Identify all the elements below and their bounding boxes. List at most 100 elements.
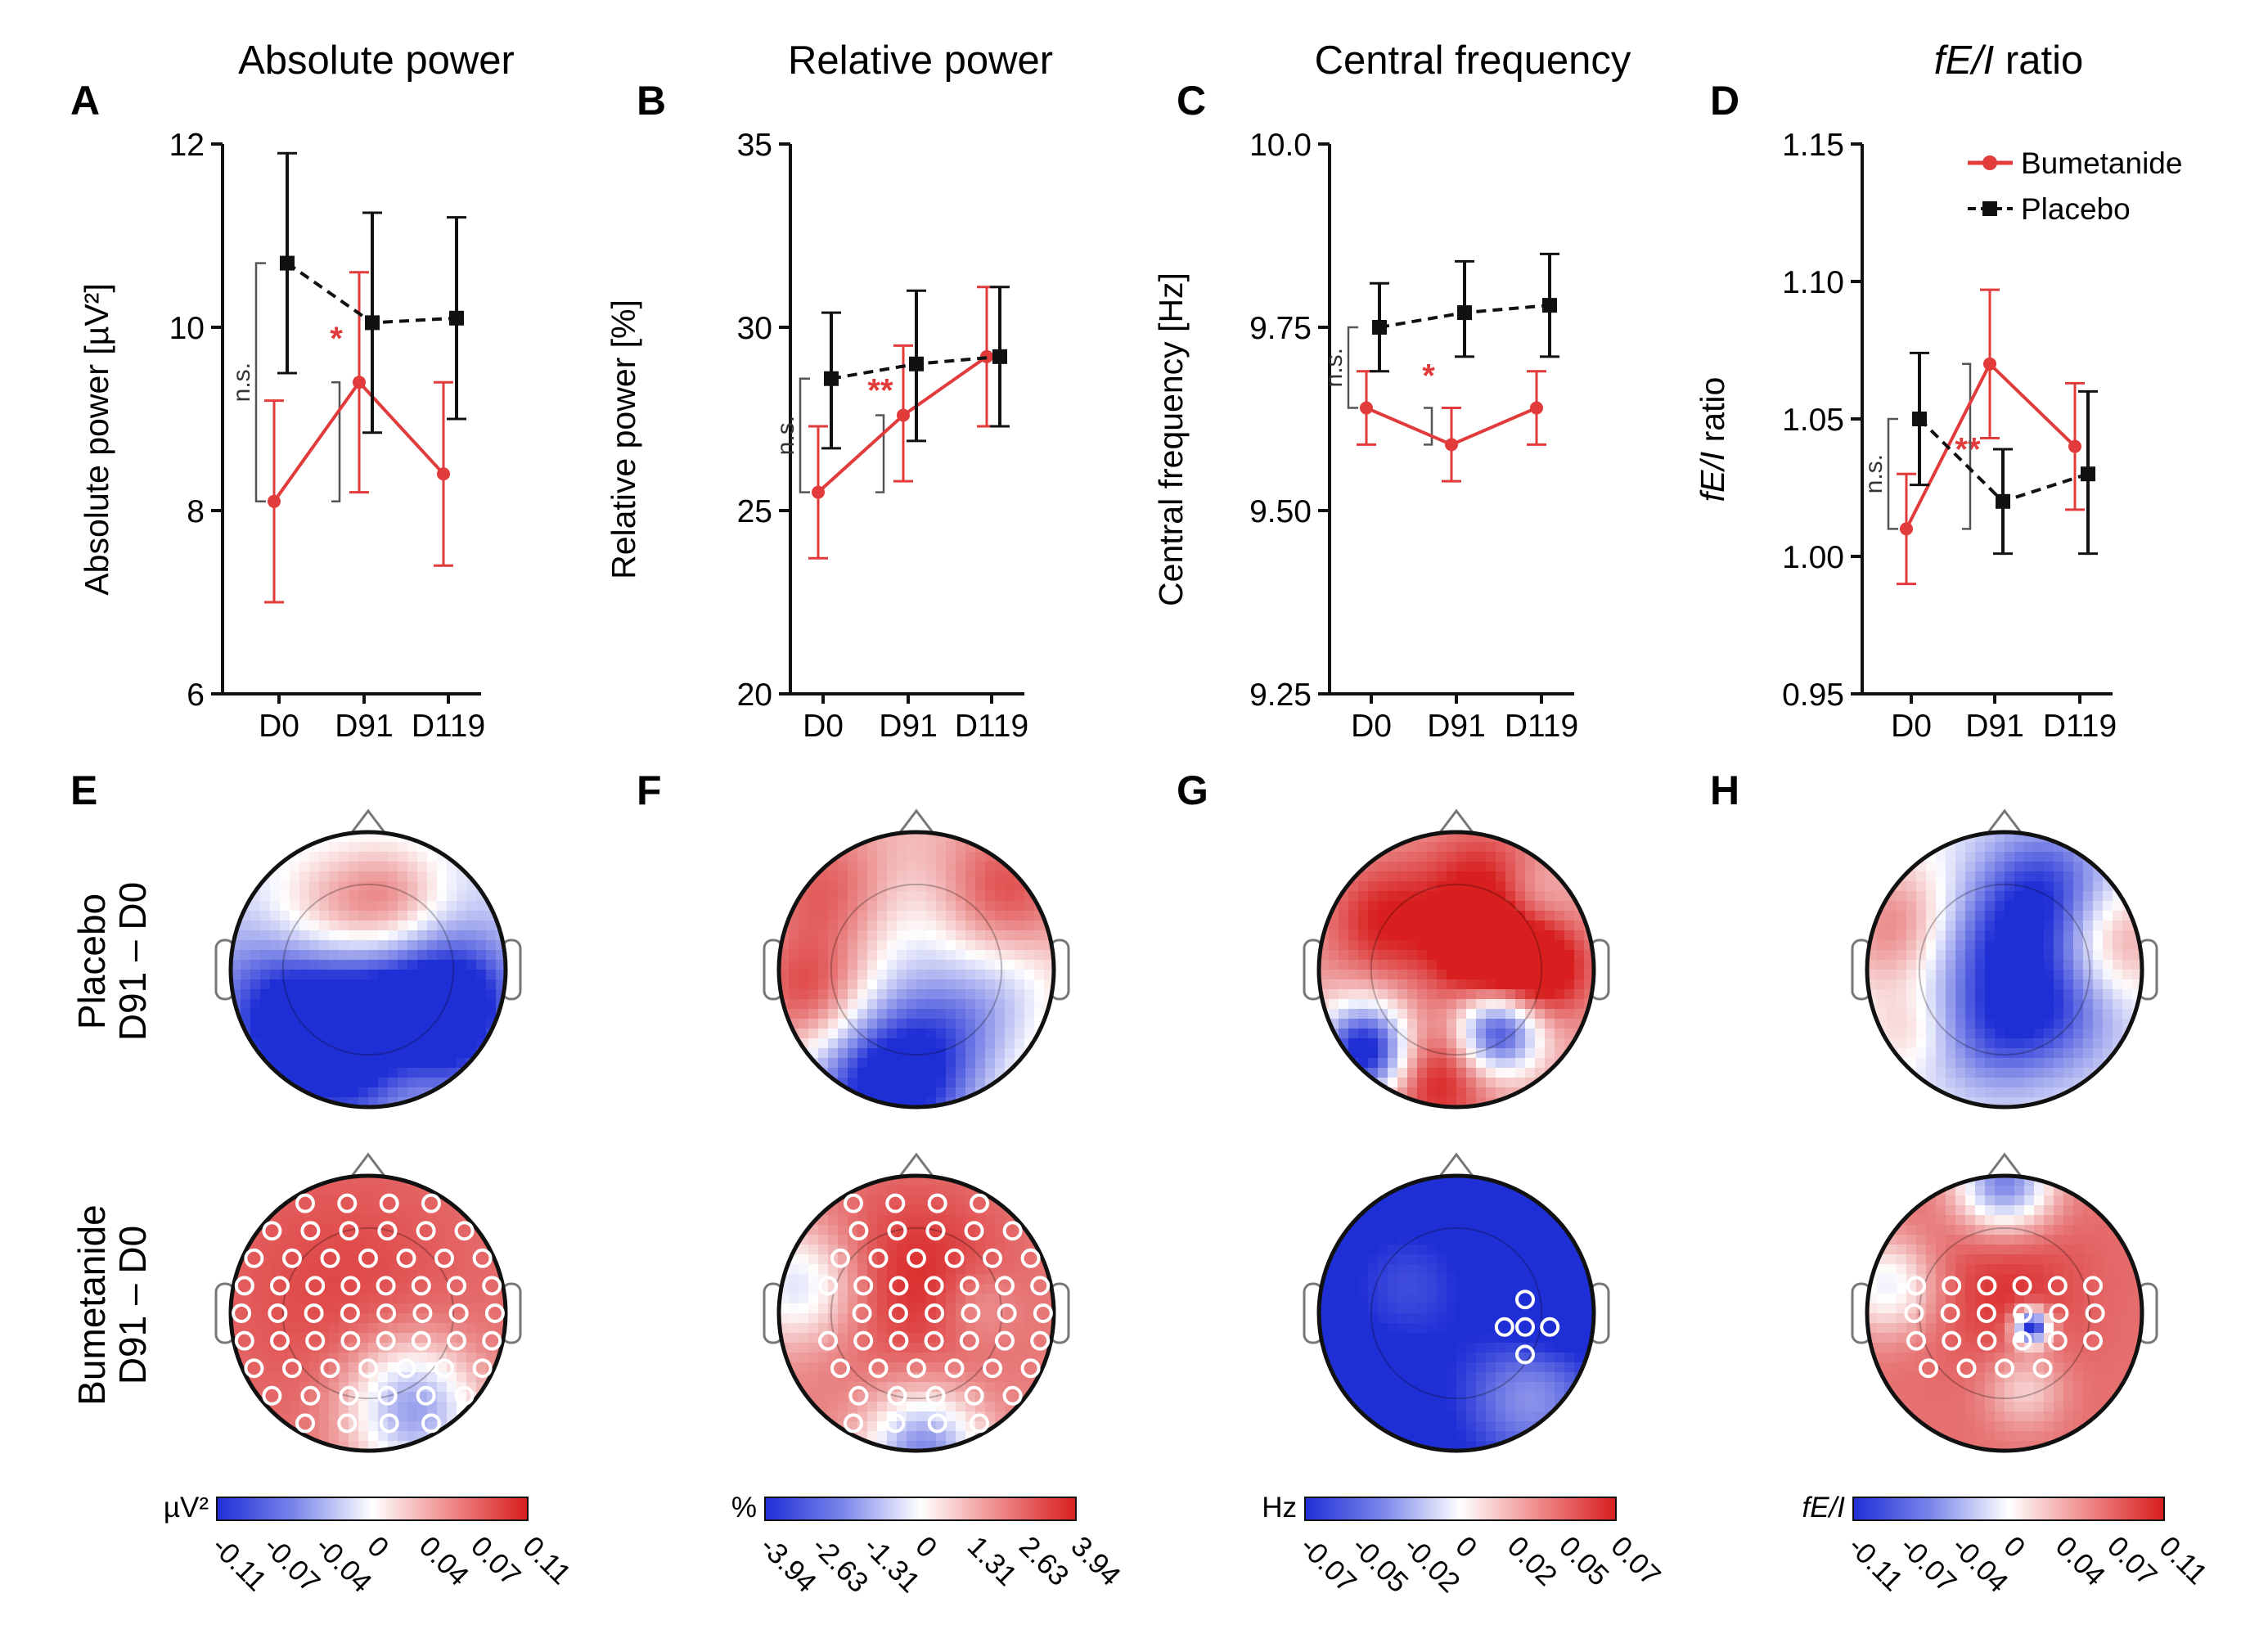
topo-cell [1005, 940, 1015, 951]
topo-cell [1486, 970, 1496, 980]
topo-cell [1906, 970, 1917, 980]
topo-cell [985, 1392, 996, 1402]
topo-cell [887, 1019, 898, 1029]
topo-cell [1955, 1019, 1966, 1029]
topo-cell [319, 1402, 330, 1412]
topo-cell [2054, 1029, 2064, 1039]
topo-cell [457, 1019, 467, 1029]
topo-cell [1407, 1382, 1418, 1393]
topo-cell [1456, 960, 1467, 970]
topo-cell [339, 1068, 349, 1078]
topo-cell [1877, 930, 1888, 941]
topo-cell [407, 1235, 418, 1245]
topo-cell [1407, 1264, 1418, 1275]
topo-cell [1496, 1353, 1506, 1363]
y-axis-label: Relative power [%] [605, 299, 642, 579]
topo-cell [1034, 989, 1045, 1000]
topo-cell [280, 1048, 290, 1059]
topo-cell [808, 1274, 819, 1285]
topo-cell [270, 1009, 281, 1020]
topo-cell [1975, 921, 1986, 931]
topo-cell [897, 1323, 907, 1334]
topo-cell [1564, 1254, 1575, 1265]
y-tick-label: 25 [737, 494, 772, 529]
topo-cell [388, 999, 398, 1010]
topo-cell [476, 1313, 487, 1324]
topo-cell [329, 1058, 340, 1069]
topo-cell [388, 1362, 398, 1373]
topo-cell [926, 1058, 937, 1069]
x-tick-label: D119 [1505, 709, 1578, 744]
topo-cell [368, 1323, 379, 1334]
topo-cell [1378, 901, 1388, 912]
topo-cell [916, 999, 927, 1010]
topo-cell [368, 1068, 379, 1078]
topo-cell [1505, 901, 1516, 912]
topo-cell [1975, 1058, 1986, 1069]
chart-title: Central frequency [1315, 38, 1631, 83]
topo-cell [1496, 950, 1506, 961]
topo-cell [319, 960, 330, 970]
topo-cell [2014, 1038, 2025, 1049]
chart-title: Absolute power [238, 38, 515, 83]
topo-cell [1388, 930, 1398, 941]
topo-cell [946, 911, 956, 921]
topo-cell [407, 950, 418, 961]
topo-cell [368, 1392, 379, 1402]
topo-cell [1397, 891, 1408, 902]
topo-cell [1427, 950, 1438, 961]
topo-cell [799, 1245, 809, 1255]
topo-cell [1897, 901, 1907, 912]
topo-cell [241, 1333, 251, 1344]
topo-cell [1437, 1392, 1447, 1402]
topo-cell [1486, 862, 1496, 872]
topo-cell [1456, 891, 1467, 902]
significant-electrode [358, 1248, 378, 1268]
topo-cell [789, 1353, 799, 1363]
topo-cell [1926, 921, 1937, 931]
topo-cell [447, 950, 457, 961]
topo-cell [1024, 1303, 1035, 1314]
topo-cell [2073, 891, 2084, 902]
topo-cell [1926, 999, 1937, 1010]
topo-cell [349, 911, 359, 921]
topo-cell [1378, 1205, 1388, 1216]
topo-cell [270, 891, 281, 902]
topo-cell [1015, 891, 1025, 902]
topo-cell [1545, 1225, 1555, 1236]
topo-cell [1545, 901, 1555, 912]
topo-cell [2034, 852, 2045, 862]
topo-cell [398, 1068, 408, 1078]
topo-cell [867, 1186, 878, 1196]
topo-cell [1486, 1009, 1496, 1020]
topo-cell [1985, 940, 1996, 951]
topo-cell [1447, 1421, 1457, 1432]
topo-cell [1348, 1343, 1359, 1353]
topo-cell [1388, 881, 1398, 892]
topo-cell [975, 999, 986, 1010]
topo-cell [447, 1392, 457, 1402]
topo-cell [299, 1048, 310, 1059]
topo-cell [368, 1303, 379, 1314]
topo-cell [1985, 901, 1996, 912]
topo-cell [2044, 1009, 2054, 1020]
topo-cell [486, 989, 497, 1000]
topo-cell [877, 950, 888, 961]
topo-cell [260, 970, 271, 980]
topo-cell [1015, 1372, 1025, 1383]
topo-cell [907, 871, 917, 882]
topo-cell [936, 1087, 947, 1098]
topo-cell [1339, 960, 1349, 970]
topo-cell [907, 1225, 917, 1236]
topo-cell [1476, 1245, 1487, 1255]
topo-cell [486, 940, 497, 951]
topo-cell [2093, 970, 2104, 980]
topo-cell [1946, 862, 1956, 872]
topo-cell [1447, 1333, 1457, 1344]
significant-electrode [907, 1248, 926, 1268]
topo-cell [1378, 1362, 1388, 1373]
topo-cell [1368, 1225, 1379, 1236]
topo-cell [926, 1254, 937, 1265]
topo-cell [897, 842, 907, 853]
topo-cell [1545, 930, 1555, 941]
